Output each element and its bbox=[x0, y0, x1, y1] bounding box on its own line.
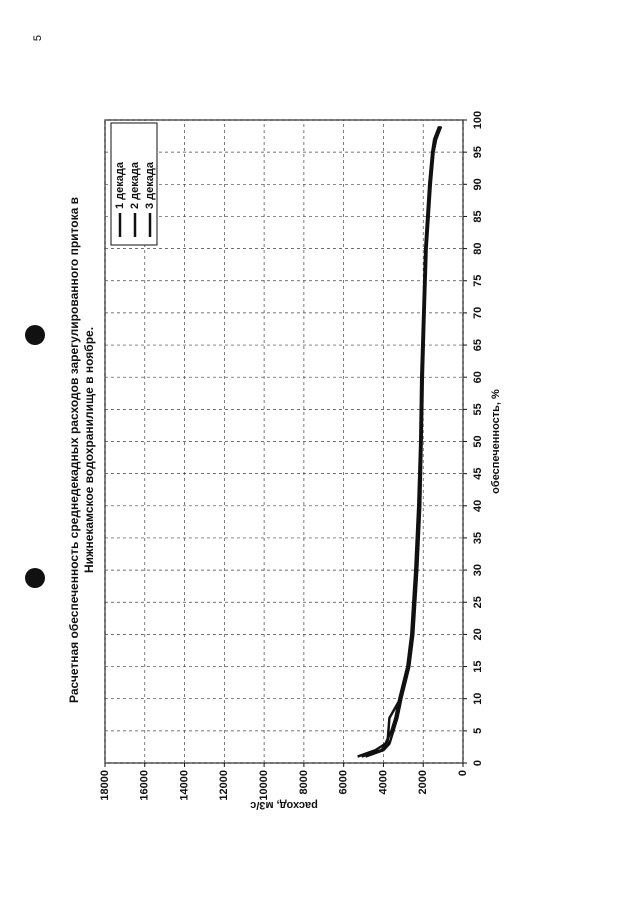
x-tick-label: 0 bbox=[472, 760, 484, 766]
x-tick-label: 10 bbox=[472, 693, 484, 705]
legend bbox=[110, 122, 158, 246]
data-line bbox=[365, 125, 443, 758]
y-tick-label: 2000 bbox=[417, 770, 429, 794]
y-tick-label: 4000 bbox=[377, 770, 389, 794]
x-tick-label: 45 bbox=[472, 468, 484, 480]
page-number: 5 bbox=[32, 35, 44, 41]
x-tick-label: 35 bbox=[472, 532, 484, 544]
chart: Расчетная обеспеченность среднедекадных … bbox=[67, 111, 502, 811]
x-tick-label: 50 bbox=[472, 435, 484, 447]
x-tick-label: 100 bbox=[472, 111, 484, 129]
legend-label: 3 декада bbox=[144, 161, 156, 209]
x-tick-label: 25 bbox=[472, 596, 484, 608]
x-axis-title: обеспеченность, % bbox=[490, 389, 502, 494]
punch-hole bbox=[25, 568, 45, 588]
x-tick-label: 60 bbox=[472, 371, 484, 383]
x-tick-label: 55 bbox=[472, 403, 484, 415]
y-tick-label: 0 bbox=[457, 770, 469, 776]
x-tick-label: 85 bbox=[472, 210, 484, 222]
legend-label: 2 декада bbox=[129, 161, 141, 209]
y-tick-label: 8000 bbox=[298, 770, 310, 794]
x-tick-label: 40 bbox=[472, 500, 484, 512]
punch-hole bbox=[25, 325, 45, 345]
x-tick-label: 15 bbox=[472, 660, 484, 672]
x-tick-label: 5 bbox=[472, 728, 484, 734]
y-tick-label: 6000 bbox=[338, 770, 350, 794]
y-tick-label: 16000 bbox=[139, 770, 151, 801]
y-tick-label: 18000 bbox=[99, 770, 111, 801]
x-tick-label: 70 bbox=[472, 307, 484, 319]
x-tick-label: 90 bbox=[472, 178, 484, 190]
y-axis-title: расход, м3/с bbox=[250, 799, 318, 811]
chart-title: Нижнекамское водохранилище в ноябре. bbox=[82, 327, 96, 573]
x-tick-label: 80 bbox=[472, 242, 484, 254]
x-tick-label: 30 bbox=[472, 564, 484, 576]
y-tick-label: 12000 bbox=[218, 770, 230, 801]
x-tick-label: 20 bbox=[472, 628, 484, 640]
y-tick-label: 14000 bbox=[178, 770, 190, 801]
legend-label: 1 декада bbox=[114, 161, 126, 209]
x-tick-label: 65 bbox=[472, 339, 484, 351]
y-tick-label: 10000 bbox=[258, 770, 270, 801]
x-tick-label: 95 bbox=[472, 146, 484, 158]
x-tick-label: 75 bbox=[472, 275, 484, 287]
chart-title: Расчетная обеспеченность среднедекадных … bbox=[67, 197, 81, 703]
